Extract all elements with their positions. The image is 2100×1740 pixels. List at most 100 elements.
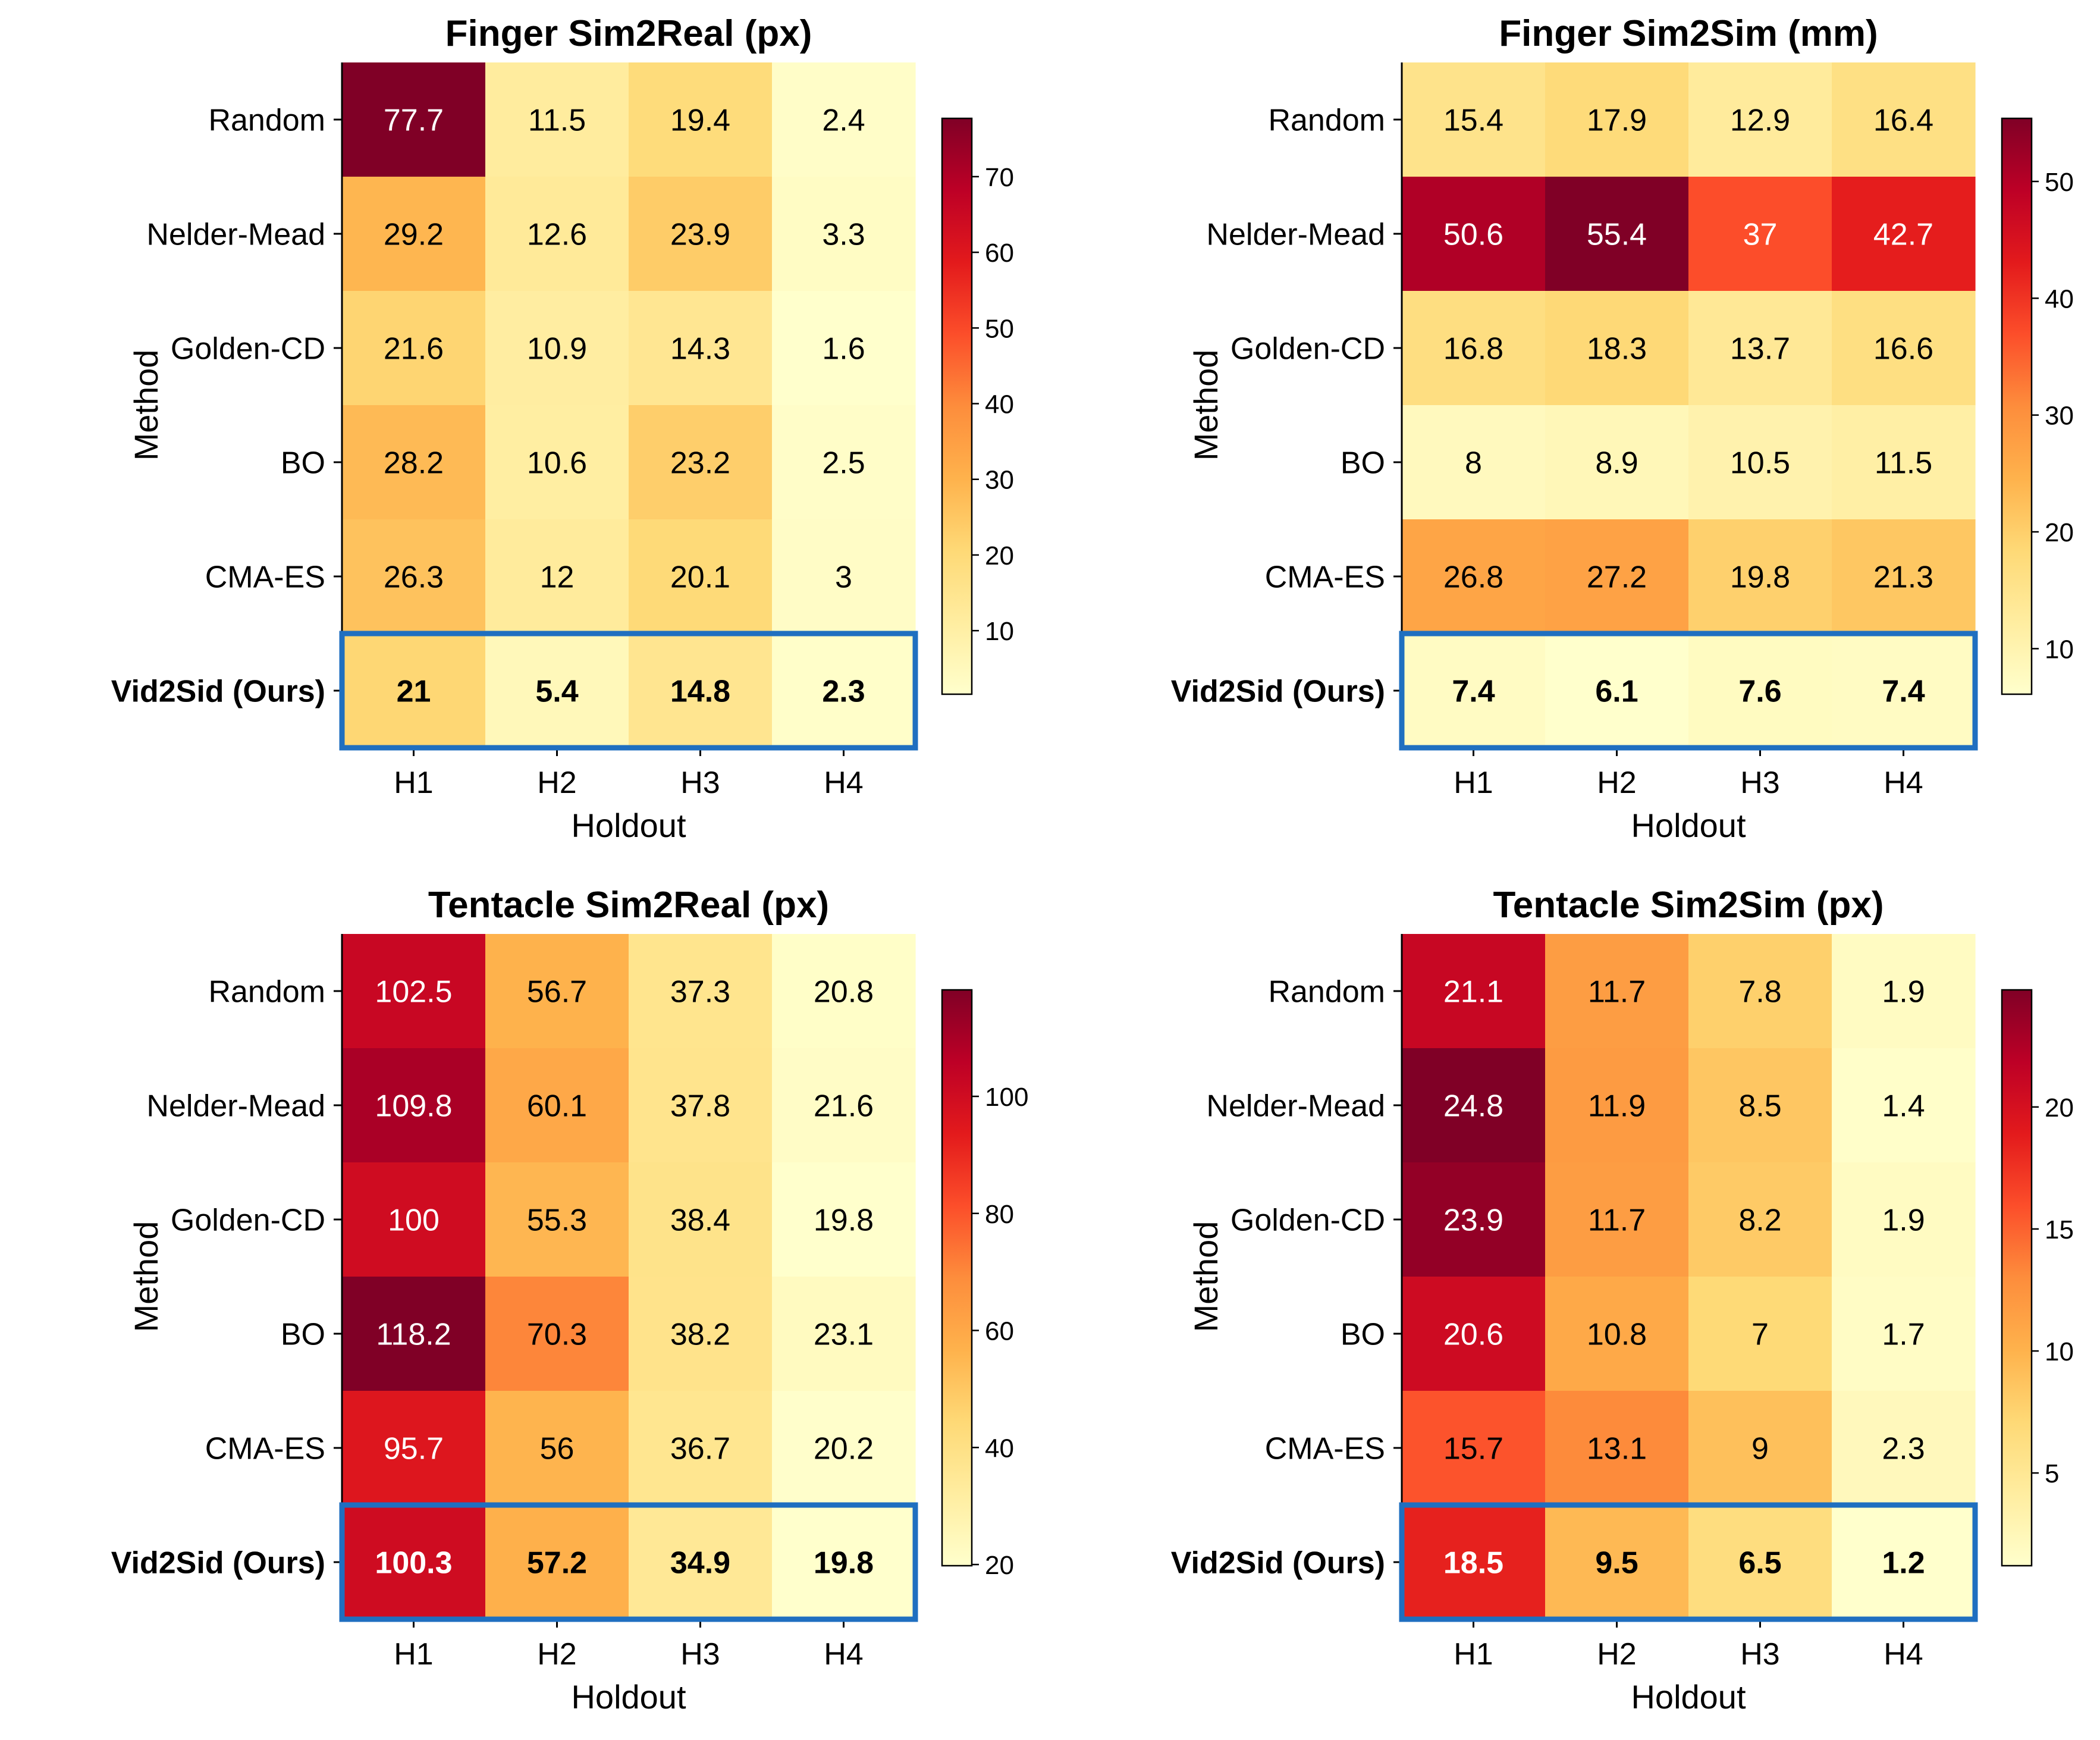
heatmap-cell — [1688, 634, 1832, 748]
heatmap-cell — [772, 1391, 916, 1506]
heatmap-cell — [485, 291, 629, 406]
cell-value-label: 11.9 — [1588, 1089, 1646, 1124]
x-axis-label: Holdout — [571, 807, 686, 844]
cell-value-label: 3 — [835, 560, 852, 595]
cell-value-label: 6.5 — [1738, 1546, 1781, 1581]
y-tick-label: Nelder-Mead — [1206, 218, 1385, 252]
colorbar-tick-label: 10 — [985, 617, 1014, 646]
cell-value-label: 1.9 — [1882, 975, 1925, 1009]
cell-value-label: 3.3 — [822, 218, 865, 252]
heatmap-cell — [342, 1048, 486, 1163]
colorbar-tick-label: 10 — [2045, 1337, 2074, 1366]
heatmap-cell — [1832, 291, 1976, 406]
cell-value-label: 10.6 — [527, 446, 587, 481]
heatmap-cell — [485, 519, 629, 634]
y-tick-label: BO — [1341, 446, 1385, 481]
heatmap-cell — [1832, 1505, 1976, 1620]
cell-value-label: 14.8 — [670, 675, 730, 709]
cell-value-label: 1.2 — [1882, 1546, 1925, 1581]
heatmap-cell — [1832, 1162, 1976, 1277]
heatmap-cell — [629, 1277, 773, 1391]
heatmap-cell — [772, 1277, 916, 1391]
heatmap-cell — [1832, 62, 1976, 177]
y-tick-label: CMA-ES — [1265, 1432, 1385, 1466]
y-tick-label: Random — [1268, 104, 1385, 138]
cell-value-label: 9 — [1751, 1432, 1769, 1466]
cell-value-label: 100 — [388, 1203, 440, 1238]
cell-value-label: 16.4 — [1873, 104, 1933, 138]
cell-value-label: 42.7 — [1873, 218, 1933, 252]
heatmap-cell — [1545, 291, 1689, 406]
heatmap-cell — [1402, 1277, 1546, 1391]
cell-value-label: 2.3 — [1882, 1432, 1925, 1466]
cell-value-label: 16.8 — [1443, 332, 1503, 366]
cell-value-label: 56 — [540, 1432, 575, 1466]
y-tick-label: Golden-CD — [171, 332, 325, 366]
colorbar-tick-label: 20 — [985, 541, 1014, 570]
cell-value-label: 19.4 — [670, 104, 730, 138]
heatmap-cell — [342, 934, 486, 1049]
colorbar — [2001, 117, 2033, 695]
cell-value-label: 8.9 — [1595, 446, 1638, 481]
cell-value-label: 11.5 — [1875, 446, 1932, 481]
cell-value-label: 20.6 — [1443, 1318, 1503, 1352]
heatmap-cell — [1545, 634, 1689, 748]
heatmap-cell — [485, 62, 629, 177]
heatmap-cell — [342, 62, 486, 177]
cell-value-label: 20.8 — [814, 975, 874, 1009]
heatmap-cell — [1688, 1505, 1832, 1620]
cell-value-label: 36.7 — [670, 1432, 730, 1466]
y-tick-label: Nelder-Mead — [146, 218, 325, 252]
colorbar-tick-label: 30 — [985, 466, 1014, 495]
colorbar-tick-label: 5 — [2045, 1459, 2059, 1488]
y-tick-label: Random — [1268, 975, 1385, 1009]
y-tick-label: CMA-ES — [205, 560, 325, 595]
cell-value-label: 2.3 — [822, 675, 865, 709]
cell-value-label: 10.9 — [527, 332, 587, 366]
cell-value-label: 26.8 — [1443, 560, 1503, 595]
y-tick-label: CMA-ES — [205, 1432, 325, 1466]
cell-value-label: 37 — [1743, 218, 1778, 252]
heatmap-cell — [342, 1505, 486, 1620]
y-axis-label: Method — [1187, 1221, 1225, 1333]
heatmap-cell — [1688, 62, 1832, 177]
cell-value-label: 55.3 — [527, 1203, 587, 1238]
heatmap-cell — [1545, 62, 1689, 177]
heatmap-panel-4: Tentacle Sim2Sim (px) 21.1 11.7 7.8 1.9 24.8 1… — [1171, 885, 2074, 1716]
colorbar-tick-label: 30 — [2045, 402, 2074, 431]
cell-value-label: 50.6 — [1443, 218, 1503, 252]
colorbar-tick-label: 40 — [985, 1434, 1014, 1463]
cell-value-label: 57.2 — [527, 1546, 587, 1581]
chart-title: Tentacle Sim2Sim (px) — [1493, 885, 1884, 926]
heatmap-cell — [1402, 1048, 1546, 1163]
heatmap-cell — [629, 62, 773, 177]
cell-value-label: 20.2 — [814, 1432, 874, 1466]
heatmap-cell — [485, 934, 629, 1049]
heatmap-cell — [1402, 1162, 1546, 1277]
heatmap-cell — [772, 934, 916, 1049]
cell-value-label: 23.9 — [670, 218, 730, 252]
cell-value-label: 23.2 — [670, 446, 730, 481]
heatmap-cell — [1832, 1048, 1976, 1163]
colorbar — [941, 989, 973, 1567]
heatmap-cell — [629, 634, 773, 748]
heatmap-cell — [485, 1048, 629, 1163]
cell-value-label: 10.8 — [1587, 1318, 1647, 1352]
cell-value-label: 7.6 — [1738, 675, 1781, 709]
cell-value-label: 1.9 — [1882, 1203, 1925, 1238]
y-tick-label: Vid2Sid (Ours) — [1171, 1546, 1385, 1581]
y-tick-label: Golden-CD — [171, 1203, 325, 1238]
y-tick-label: Golden-CD — [1231, 1203, 1385, 1238]
y-tick-label: Nelder-Mead — [1206, 1089, 1385, 1124]
cell-value-label: 19.8 — [814, 1546, 874, 1581]
cell-value-label: 70.3 — [527, 1318, 587, 1352]
y-tick-label: BO — [281, 446, 325, 481]
heatmap-cell — [342, 1391, 486, 1506]
heatmap-cell — [1402, 291, 1546, 406]
x-tick-label: H1 — [394, 1637, 433, 1672]
cell-value-label: 109.8 — [375, 1089, 452, 1124]
cell-value-label: 118.2 — [376, 1318, 451, 1352]
cell-value-label: 1.4 — [1882, 1089, 1925, 1124]
x-tick-label: H3 — [1740, 766, 1779, 800]
x-tick-label: H4 — [824, 766, 863, 800]
